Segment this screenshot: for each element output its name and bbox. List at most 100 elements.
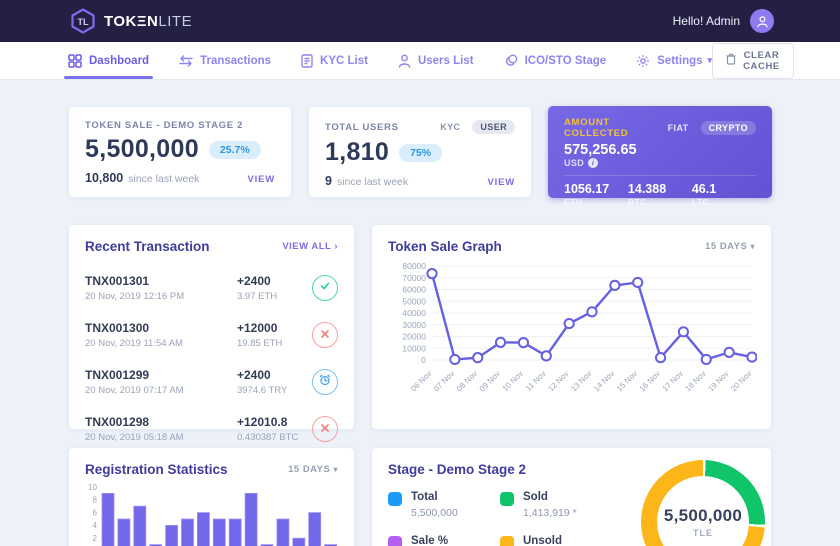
transaction-row[interactable]: TNX001300 20 Nov, 2019 11:54 AM +12000 19.8… [85, 311, 338, 358]
transaction-list: TNX001301 20 Nov, 2019 12:16 PM +2400 3.97 … [85, 264, 338, 452]
status-canceled-badge [312, 321, 338, 348]
token-sale-title: TOKEN SALE - DEMO STAGE 2 [85, 120, 244, 131]
greeting-text: Hello! Admin [672, 14, 740, 28]
status-pending-badge [312, 368, 338, 395]
toggle-user[interactable]: USER [472, 120, 515, 134]
total-users-delta: 9 [325, 174, 332, 188]
amount-collected-card: AMOUNT COLLECTED FIAT CRYPTO 575,256.65 … [548, 106, 772, 207]
svg-text:70000: 70000 [402, 273, 426, 283]
token-sale-view-link[interactable]: VIEW [247, 174, 275, 185]
transaction-row[interactable]: TNX001301 20 Nov, 2019 12:16 PM +2400 3.97 … [85, 264, 338, 311]
legend-label: Sale % [411, 535, 449, 546]
transaction-amount-cell: +2400 3974.6 TRY [237, 367, 288, 396]
top-header: TL TOKΞNLITE Hello! Admin [0, 0, 840, 42]
user-avatar[interactable] [750, 9, 774, 33]
svg-text:17 Nov: 17 Nov [661, 369, 685, 393]
svg-text:40000: 40000 [402, 308, 426, 318]
nav-item-dashboard[interactable]: Dashboard [63, 42, 154, 79]
nav-item-users-list[interactable]: Users List [398, 42, 474, 79]
ltc-amount: 46.1 LTC [691, 182, 717, 207]
nav-item-label: Settings [657, 54, 703, 67]
eth-amount: 1056.17 ETH [564, 182, 610, 207]
toggle-kyc[interactable]: KYC [440, 122, 461, 132]
svg-text:19 Nov: 19 Nov [706, 369, 730, 393]
brand-wordmark: TOKΞNLITE [104, 12, 193, 30]
svg-text:13 Nov: 13 Nov [569, 369, 593, 393]
main-nav: Dashboard Transactions KYC List Users List I… [63, 42, 712, 79]
token-sale-delta: 10,800 [85, 171, 124, 185]
user-icon [398, 54, 411, 68]
coins-icon [504, 54, 518, 68]
cross-icon [320, 326, 330, 344]
svg-text:10: 10 [88, 483, 97, 492]
svg-text:80000: 80000 [402, 261, 426, 271]
token-sale-percent-badge: 25.7% [208, 140, 261, 159]
view-all-link[interactable]: VIEW ALL › [282, 241, 338, 252]
status-canceled-badge [312, 415, 338, 442]
donut-center: 5,500,000 TLE [657, 476, 749, 546]
registration-range-dropdown[interactable]: 15 DAYS ▾ [288, 464, 338, 475]
nav-item-kyc-list[interactable]: KYC List [301, 42, 368, 79]
gear-icon [636, 54, 650, 68]
toggle-fiat[interactable]: FIAT [667, 123, 689, 133]
token-sale-graph-panel: Token Sale Graph 15 DAYS ▾ 0 10000 20000 30… [371, 224, 772, 430]
trash-icon [726, 53, 736, 68]
nav-item-transactions[interactable]: Transactions [179, 42, 271, 79]
svg-text:6: 6 [93, 508, 98, 517]
stage-donut-chart: 5,500,000 TLE [641, 460, 765, 546]
chevron-down-icon: ▾ [333, 465, 338, 474]
legend-label: Sold [523, 491, 548, 503]
svg-text:20 Nov: 20 Nov [729, 369, 753, 393]
nav-item-label: KYC List [320, 54, 368, 67]
status-confirmed-badge [312, 274, 338, 301]
token-sale-card: TOKEN SALE - DEMO STAGE 2 5,500,000 25.7… [68, 106, 292, 198]
svg-text:18 Nov: 18 Nov [683, 369, 707, 393]
brand-logo[interactable]: TL TOKΞNLITE [70, 8, 192, 34]
nav-item-label: Users List [417, 54, 474, 67]
svg-text:2: 2 [93, 534, 98, 543]
transfer-icon [179, 54, 193, 67]
nav-item-settings[interactable]: Settings ▾ [636, 42, 712, 79]
registration-bar-chart: 10 8 6 4 2 [85, 483, 338, 546]
svg-text:14 Nov: 14 Nov [592, 369, 616, 393]
svg-text:10 Nov: 10 Nov [501, 369, 525, 393]
check-icon [319, 279, 331, 297]
nav-item-ico-sto-stage[interactable]: ICO/STO Stage [504, 42, 606, 79]
svg-text:4: 4 [93, 521, 98, 530]
transaction-amount-cell: +12010.8 0.430387 BTC [237, 414, 299, 443]
total-users-view-link[interactable]: VIEW [487, 177, 515, 188]
legend-item-unsold: Unsold4,086,082 [500, 535, 630, 546]
grid-icon [68, 53, 82, 68]
clear-cache-button[interactable]: CLEAR CACHE [712, 42, 794, 79]
cross-icon [320, 420, 330, 438]
transaction-id-cell: TNX001301 20 Nov, 2019 12:16 PM [85, 273, 185, 302]
svg-text:07 Nov: 07 Nov [432, 369, 456, 393]
info-icon[interactable]: i [588, 158, 599, 168]
nav-item-label: Transactions [200, 54, 272, 67]
stats-row: TOKEN SALE - DEMO STAGE 2 5,500,000 25.7… [68, 106, 772, 207]
transaction-row[interactable]: TNX001298 20 Nov, 2019 05:18 AM +12010.8 0.… [85, 405, 338, 452]
legend-swatch [388, 536, 402, 546]
document-icon [301, 53, 313, 68]
svg-text:08 Nov: 08 Nov [455, 369, 479, 393]
svg-text:30000: 30000 [402, 320, 426, 330]
amount-usd-value: 575,256.65 [564, 142, 637, 158]
registration-statistics-panel: Registration Statistics 15 DAYS ▾ 10 8 6 4 2 [68, 447, 355, 546]
legend-item-sold: Sold 1,413,919 * [500, 491, 630, 519]
graph-range-dropdown[interactable]: 15 DAYS ▾ [705, 241, 755, 252]
legend-swatch [388, 492, 402, 506]
recent-transactions-panel: Recent Transaction VIEW ALL › TNX001301 2… [68, 224, 355, 443]
stage-legend: Total 5,500,000 Sold 1,413,919 * Sale %25.7%… [388, 491, 755, 546]
transaction-row[interactable]: TNX001299 20 Nov, 2019 07:17 AM +2400 3974.… [85, 358, 338, 405]
legend-swatch [500, 536, 514, 546]
transaction-id-cell: TNX001298 20 Nov, 2019 05:18 AM [85, 414, 184, 443]
svg-text:60000: 60000 [402, 285, 426, 295]
transaction-amount-cell: +2400 3.97 ETH [237, 273, 278, 302]
total-users-caption: since last week [336, 176, 409, 188]
toggle-crypto[interactable]: CRYPTO [700, 121, 756, 135]
registration-statistics-title: Registration Statistics [85, 462, 228, 477]
stage-title: Stage - Demo Stage 2 [388, 462, 527, 477]
transaction-amount-cell: +12000 19.85 ETH [237, 320, 283, 349]
legend-label: Total [411, 491, 438, 503]
